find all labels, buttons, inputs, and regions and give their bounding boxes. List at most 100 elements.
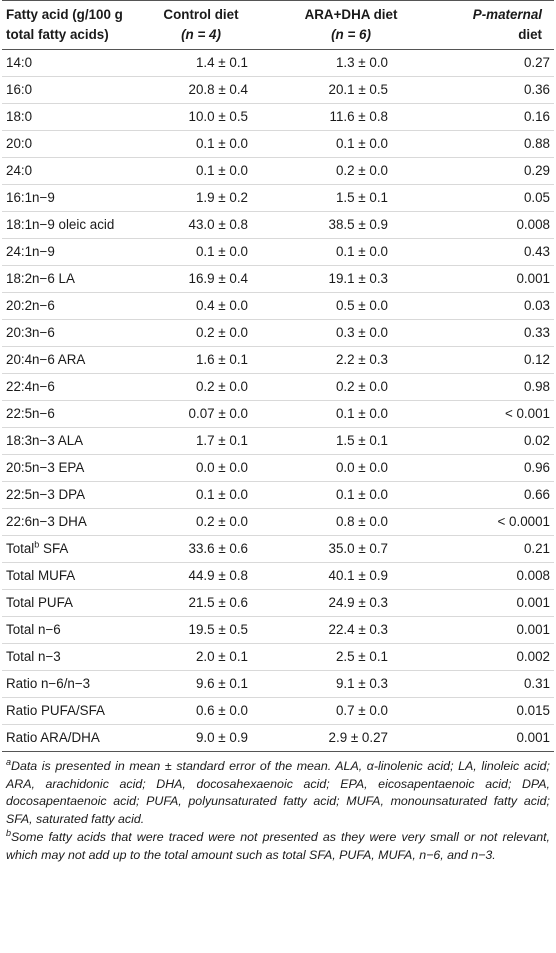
p-value: < 0.0001 [497,514,551,529]
fatty-acid-name: 18:1n−9 oleic acid [6,217,115,232]
control-value: 0.1 ± 0.0 [195,163,248,178]
table-row: 14:0 1.4 ± 0.1 1.3 ± 0.0 0.27 [2,50,554,77]
aradha-value: 0.0 ± 0.0 [335,460,388,475]
header-fatty-acid: Fatty acid (g/100 g total fatty acids) [6,7,123,42]
p-value: 0.05 [523,190,550,205]
p-value: 0.27 [523,55,550,70]
table-row: 18:3n−3 ALA 1.7 ± 0.1 1.5 ± 0.1 0.02 [2,428,554,455]
table-row: 22:4n−6 0.2 ± 0.0 0.2 ± 0.0 0.98 [2,374,554,401]
fatty-acid-name: Ratio n−6/n−3 [6,676,91,691]
fatty-acid-name: 22:6n−3 DHA [6,514,87,529]
fatty-acid-name: 18:2n−6 LA [6,271,75,286]
table-header: Fatty acid (g/100 g total fatty acids) C… [2,0,554,50]
footnote-a-text: Data is presented in mean ± standard err… [6,759,550,826]
control-value: 0.6 ± 0.0 [195,703,248,718]
table-row: Totalb SFA 33.6 ± 0.6 35.0 ± 0.7 0.21 [2,536,554,563]
footnote-b: bSome fatty acids that were traced were … [6,827,550,864]
table-row: 18:0 10.0 ± 0.5 11.6 ± 0.8 0.16 [2,104,554,131]
fatty-acid-name: Total n−6 [6,622,61,637]
table-row: Total PUFA 21.5 ± 0.6 24.9 ± 0.3 0.001 [2,590,554,617]
p-value: 0.02 [523,433,550,448]
control-value: 0.1 ± 0.0 [195,136,248,151]
table-row: 20:2n−6 0.4 ± 0.0 0.5 ± 0.0 0.03 [2,293,554,320]
control-value: 1.4 ± 0.1 [195,55,248,70]
control-value: 21.5 ± 0.6 [188,595,248,610]
table-row: 16:0 20.8 ± 0.4 20.1 ± 0.5 0.36 [2,77,554,104]
footnote-b-text: Some fatty acids that were traced were n… [6,830,550,862]
table-row: 18:1n−9 oleic acid 43.0 ± 0.8 38.5 ± 0.9 0.… [2,212,554,239]
aradha-value: 0.1 ± 0.0 [335,487,388,502]
footnote-b-mark: b [6,827,12,838]
header-p-label: P-maternal [472,7,542,22]
fatty-acid-name: Total MUFA [6,568,76,583]
fatty-acid-name: 20:4n−6 ARA [6,352,86,367]
footnotes: aData is presented in mean ± standard er… [2,752,554,864]
fatty-acid-name: 20:2n−6 [6,298,55,313]
fatty-acid-name-suffix: SFA [39,541,69,556]
aradha-value: 1.5 ± 0.1 [335,190,388,205]
control-value: 0.2 ± 0.0 [195,379,248,394]
p-value: 0.36 [523,82,550,97]
p-value: 0.001 [516,730,550,745]
table-row: 22:5n−3 DPA 0.1 ± 0.0 0.1 ± 0.0 0.66 [2,482,554,509]
p-value: < 0.001 [504,406,550,421]
table-row: Ratio PUFA/SFA 0.6 ± 0.0 0.7 ± 0.0 0.015 [2,698,554,725]
aradha-value: 2.9 ± 0.27 [328,730,388,745]
header-p-maternal: P-maternal diet [432,1,554,50]
table-row: 24:1n−9 0.1 ± 0.0 0.1 ± 0.0 0.43 [2,239,554,266]
fatty-acid-name: Ratio PUFA/SFA [6,703,105,718]
table-row: Ratio ARA/DHA 9.0 ± 0.9 2.9 ± 0.27 0.001 [2,725,554,752]
aradha-value: 0.2 ± 0.0 [335,163,388,178]
p-value: 0.002 [516,649,550,664]
aradha-value: 20.1 ± 0.5 [328,82,388,97]
control-value: 0.07 ± 0.0 [188,406,248,421]
p-value: 0.29 [523,163,550,178]
control-value: 19.5 ± 0.5 [188,622,248,637]
footnote-a-mark: a [6,756,12,767]
fatty-acid-name: 22:5n−3 DPA [6,487,86,502]
table-row: Total MUFA 44.9 ± 0.8 40.1 ± 0.9 0.008 [2,563,554,590]
fatty-acid-name: 20:5n−3 EPA [6,460,85,475]
header-aradha-diet: ARA+DHA diet (n = 6) [270,1,432,50]
control-value: 33.6 ± 0.6 [188,541,248,556]
aradha-value: 1.5 ± 0.1 [335,433,388,448]
p-value: 0.12 [523,352,550,367]
aradha-value: 0.1 ± 0.0 [335,136,388,151]
aradha-value: 19.1 ± 0.3 [328,271,388,286]
p-value: 0.03 [523,298,550,313]
fatty-acid-name: 20:3n−6 [6,325,55,340]
aradha-value: 0.1 ± 0.0 [335,406,388,421]
aradha-value: 22.4 ± 0.3 [328,622,388,637]
p-value: 0.33 [523,325,550,340]
aradha-value: 2.5 ± 0.1 [335,649,388,664]
control-value: 0.0 ± 0.0 [195,460,248,475]
p-value: 0.66 [523,487,550,502]
aradha-value: 0.5 ± 0.0 [335,298,388,313]
fatty-acid-name-text: Total [6,541,35,556]
aradha-value: 1.3 ± 0.0 [335,55,388,70]
fatty-acid-name: 20:0 [6,136,33,151]
p-value: 0.21 [523,541,550,556]
aradha-value: 40.1 ± 0.9 [328,568,388,583]
header-control-label: Control diet [163,7,239,22]
p-value: 0.43 [523,244,550,259]
aradha-value: 24.9 ± 0.3 [328,595,388,610]
aradha-value: 9.1 ± 0.3 [335,676,388,691]
p-value: 0.001 [516,271,550,286]
aradha-value: 2.2 ± 0.3 [335,352,388,367]
control-value: 0.1 ± 0.0 [195,244,248,259]
p-value: 0.98 [523,379,550,394]
control-value: 0.2 ± 0.0 [195,514,248,529]
control-value: 1.9 ± 0.2 [195,190,248,205]
table-row: 20:3n−6 0.2 ± 0.0 0.3 ± 0.0 0.33 [2,320,554,347]
p-value: 0.015 [516,703,550,718]
table-row: 22:5n−6 0.07 ± 0.0 0.1 ± 0.0 < 0.001 [2,401,554,428]
fatty-acid-name: 16:1n−9 [6,190,55,205]
aradha-value: 0.7 ± 0.0 [335,703,388,718]
fatty-acid-name: 24:1n−9 [6,244,55,259]
control-value: 16.9 ± 0.4 [188,271,248,286]
p-value: 0.16 [523,109,550,124]
fatty-acid-name: 22:4n−6 [6,379,55,394]
control-value: 10.0 ± 0.5 [188,109,248,124]
fatty-acid-name: 24:0 [6,163,33,178]
